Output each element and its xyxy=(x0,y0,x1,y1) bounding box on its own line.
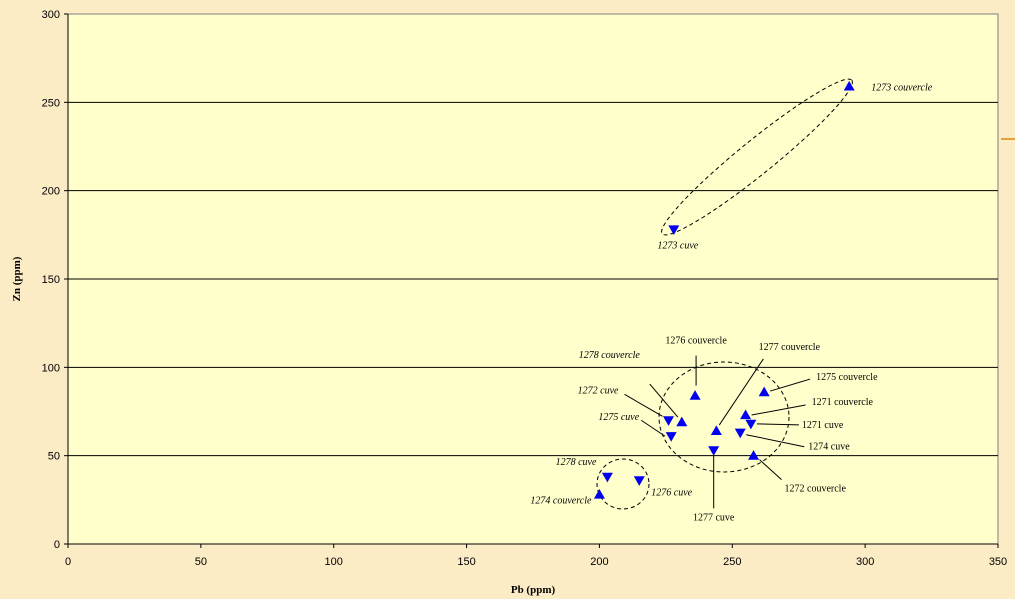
y-tick-label: 250 xyxy=(42,97,60,109)
x-tick-label: 0 xyxy=(65,556,71,568)
y-tick-label: 150 xyxy=(42,274,60,286)
couvercle-marker xyxy=(710,425,722,436)
couvercle-marker xyxy=(748,450,760,460)
cuve-marker xyxy=(633,476,645,486)
point-label: 1276 cuve xyxy=(651,487,692,498)
label-leader-line xyxy=(624,393,663,417)
x-tick-label: 200 xyxy=(590,556,608,568)
couvercle-marker xyxy=(676,416,688,427)
point-label: 1274 cuve xyxy=(808,442,850,453)
label-leader-line xyxy=(649,383,679,418)
couvercle-marker xyxy=(740,409,752,420)
y-tick-label: 100 xyxy=(42,362,60,374)
y-axis-title: Zn (ppm) xyxy=(11,256,23,301)
y-tick-label: 50 xyxy=(48,451,60,463)
cuve-marker xyxy=(601,472,613,483)
x-tick-label: 100 xyxy=(325,556,343,568)
cuve-marker xyxy=(745,419,757,430)
point-label: 1271 couvercle xyxy=(812,397,874,408)
x-tick-label: 150 xyxy=(457,556,475,568)
point-label: 1277 cuve xyxy=(693,512,735,523)
label-leader-lines xyxy=(624,355,811,509)
cluster-ellipse xyxy=(661,78,853,236)
label-leader-line xyxy=(746,434,805,448)
cluster-ellipses xyxy=(596,78,853,510)
label-leader-line xyxy=(718,358,764,426)
label-leader-line xyxy=(770,378,811,392)
cuve-marker xyxy=(663,416,675,426)
x-tick-label: 50 xyxy=(195,556,207,568)
point-label: 1278 cuve xyxy=(556,457,597,468)
couvercle-marker xyxy=(758,386,770,397)
label-leader-line xyxy=(759,459,782,481)
data-markers xyxy=(593,80,855,499)
point-label: 1274 couvercle xyxy=(530,496,592,507)
couvercle-marker xyxy=(593,489,605,499)
cluster-ellipse xyxy=(658,361,790,473)
label-leader-line xyxy=(751,404,806,416)
axis-ticks: 0 50 100 150 200 250 300 0 50 100 150 200 250 300 350 xyxy=(42,9,1008,568)
point-label: 1271 cuve xyxy=(802,420,844,431)
gridlines xyxy=(68,101,998,457)
x-tick-label: 250 xyxy=(723,556,741,568)
cuve-marker xyxy=(734,428,746,439)
x-tick-label: 350 xyxy=(989,556,1007,568)
couvercle-marker xyxy=(843,80,855,91)
y-tick-label: 300 xyxy=(42,9,60,21)
cluster-ellipse xyxy=(596,458,650,510)
couvercle-marker xyxy=(689,390,701,400)
x-axis-title: Pb (ppm) xyxy=(511,584,556,596)
y-tick-label: 200 xyxy=(42,186,60,198)
point-label: 1277 couvercle xyxy=(759,342,821,353)
label-leader-line xyxy=(756,423,799,426)
label-leader-line xyxy=(640,419,666,437)
point-label: 1275 cuve xyxy=(598,412,639,423)
point-label: 1278 couvercle xyxy=(579,350,641,361)
point-label: 1273 couvercle xyxy=(871,82,933,93)
point-label: 1276 couvercle xyxy=(665,336,727,347)
cuve-marker xyxy=(668,225,680,236)
point-labels: 1273 couvercle 1276 couvercle 1278 couverc… xyxy=(530,82,932,523)
point-label: 1273 cuve xyxy=(657,241,698,252)
point-label: 1275 couvercle xyxy=(816,372,878,383)
point-label: 1272 couvercle xyxy=(785,484,847,495)
point-label: 1272 cuve xyxy=(578,385,619,396)
x-tick-label: 300 xyxy=(856,556,874,568)
y-tick-label: 0 xyxy=(54,539,60,551)
cuve-marker xyxy=(708,446,720,456)
cuve-marker xyxy=(665,432,677,442)
